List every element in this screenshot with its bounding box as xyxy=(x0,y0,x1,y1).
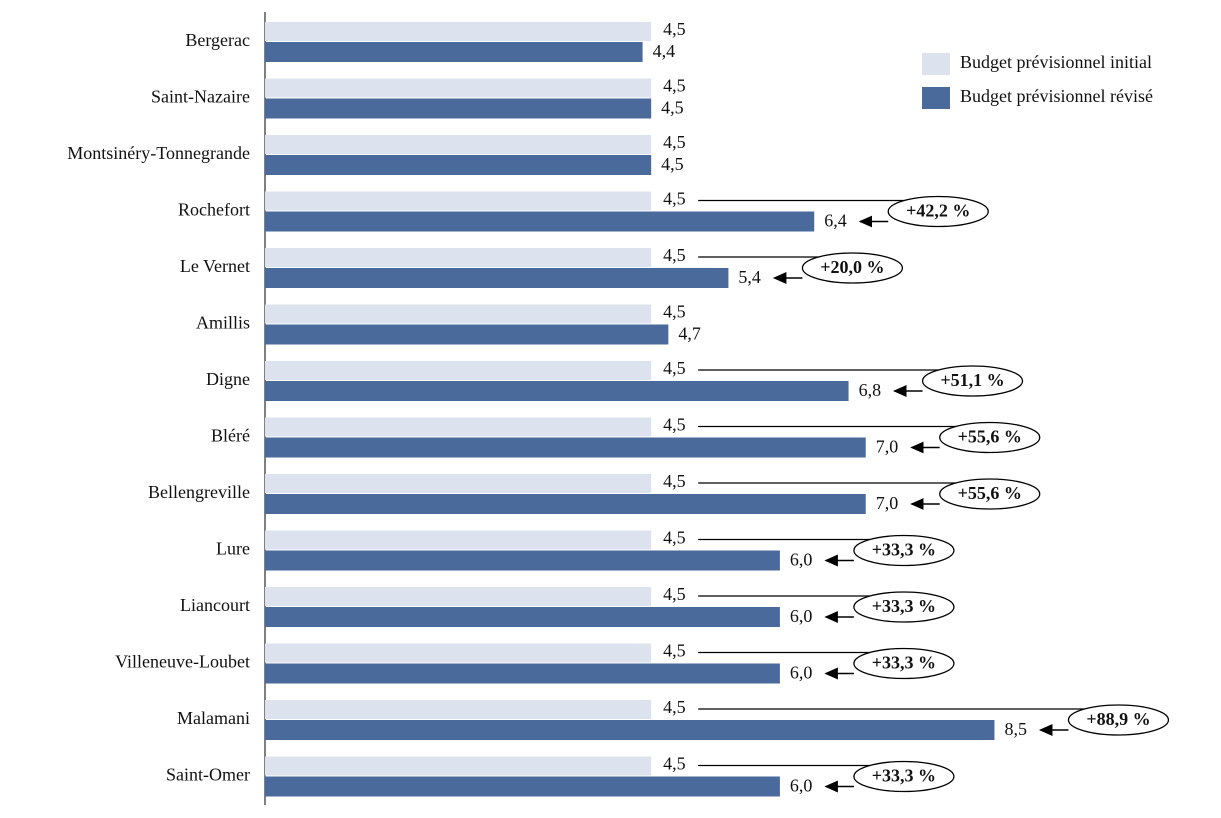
annotation-bubble xyxy=(887,195,989,228)
annotation-bubble xyxy=(853,647,955,680)
value-label: 8,5 xyxy=(1004,719,1027,739)
bar xyxy=(265,268,729,288)
category-label: Lure xyxy=(216,539,250,559)
annotation: +33,3 % xyxy=(872,540,936,560)
bar xyxy=(265,587,652,606)
annotation-bubble xyxy=(853,760,955,793)
bar xyxy=(265,474,652,493)
annotation-bubble xyxy=(801,252,904,284)
value-label: 4,5 xyxy=(661,154,684,174)
annotation-bubble xyxy=(853,591,955,623)
value-label: 6,8 xyxy=(859,380,882,400)
category-label: Saint-Nazaire xyxy=(151,87,250,107)
annotation: +20,0 % xyxy=(820,257,884,277)
bar xyxy=(265,494,866,514)
annotation: +42,2 % xyxy=(906,201,970,221)
legend-label: Budget prévisionnel révisé xyxy=(960,86,1153,106)
bar xyxy=(265,191,652,211)
value-label: 4,5 xyxy=(663,697,686,717)
bar xyxy=(265,304,652,324)
value-label: 4,5 xyxy=(663,641,686,661)
category-label: Bellengreville xyxy=(148,482,250,502)
value-label: 4,5 xyxy=(663,302,686,322)
value-label: 4,5 xyxy=(663,415,686,435)
category-label: Amillis xyxy=(196,313,250,333)
category-label: Saint-Omer xyxy=(166,765,250,785)
value-label: 4,5 xyxy=(663,76,686,96)
value-label: 6,0 xyxy=(790,606,813,626)
value-label: 6,0 xyxy=(790,776,813,796)
annotation-bubble xyxy=(1067,704,1170,736)
legend-swatch xyxy=(922,53,950,75)
annotation-bubble xyxy=(921,365,1024,397)
annotation: +33,3 % xyxy=(872,766,936,786)
annotation: +51,1 % xyxy=(940,370,1004,390)
value-label: 4,5 xyxy=(663,528,686,548)
bar xyxy=(265,98,652,119)
value-label: 7,0 xyxy=(876,437,899,457)
annotation-bubble xyxy=(939,421,1041,454)
annotation: +88,9 % xyxy=(1086,709,1150,729)
bar xyxy=(265,78,652,98)
value-label: 7,0 xyxy=(876,493,899,513)
bar xyxy=(265,135,652,154)
value-label: 4,5 xyxy=(661,98,684,118)
legend-swatch xyxy=(922,87,950,109)
category-label: Malamani xyxy=(177,708,250,728)
category-label: Liancourt xyxy=(180,595,250,615)
bar xyxy=(265,22,652,41)
value-label: 4,5 xyxy=(663,584,686,604)
value-label: 4,5 xyxy=(663,245,686,265)
bar xyxy=(265,42,643,62)
value-label: 4,5 xyxy=(663,132,686,152)
value-label: 4,5 xyxy=(663,471,686,491)
value-label: 5,4 xyxy=(738,267,761,287)
bar xyxy=(265,720,995,740)
value-label: 4,5 xyxy=(663,358,686,378)
bar xyxy=(265,756,652,776)
bar xyxy=(265,437,866,458)
category-label: Villeneuve-Loubet xyxy=(115,652,250,672)
bar xyxy=(265,381,849,401)
annotation: +33,3 % xyxy=(872,653,936,673)
annotation-bubble xyxy=(853,534,955,567)
annotation: +33,3 % xyxy=(872,596,936,616)
category-label: Le Vernet xyxy=(180,256,250,276)
value-label: 4,7 xyxy=(678,324,701,344)
value-label: 4,5 xyxy=(663,754,686,774)
category-label: Bléré xyxy=(211,426,250,446)
annotation-bubble xyxy=(939,478,1041,510)
bar xyxy=(265,155,652,175)
bar xyxy=(265,607,780,627)
value-label: 4,5 xyxy=(663,189,686,209)
bar xyxy=(265,663,780,684)
bar xyxy=(265,530,652,550)
bar xyxy=(265,417,652,437)
bar xyxy=(265,211,815,232)
category-label: Rochefort xyxy=(178,200,250,220)
bar xyxy=(265,776,780,797)
bar xyxy=(265,248,652,267)
value-label: 6,0 xyxy=(790,663,813,683)
value-label: 4,5 xyxy=(663,19,686,39)
annotation: +55,6 % xyxy=(958,427,1022,447)
annotation: +55,6 % xyxy=(958,483,1022,503)
legend-label: Budget prévisionnel initial xyxy=(960,52,1152,72)
value-label: 6,4 xyxy=(824,211,847,231)
category-label: Digne xyxy=(206,369,250,389)
value-label: 4,4 xyxy=(653,41,676,61)
bar xyxy=(265,550,780,571)
category-label: Bergerac xyxy=(185,30,250,50)
bar xyxy=(265,324,669,345)
bar xyxy=(265,361,652,380)
value-label: 6,0 xyxy=(790,550,813,570)
bar xyxy=(265,700,652,719)
category-label: Montsinéry-Tonnegrande xyxy=(67,143,250,163)
bar xyxy=(265,643,652,663)
